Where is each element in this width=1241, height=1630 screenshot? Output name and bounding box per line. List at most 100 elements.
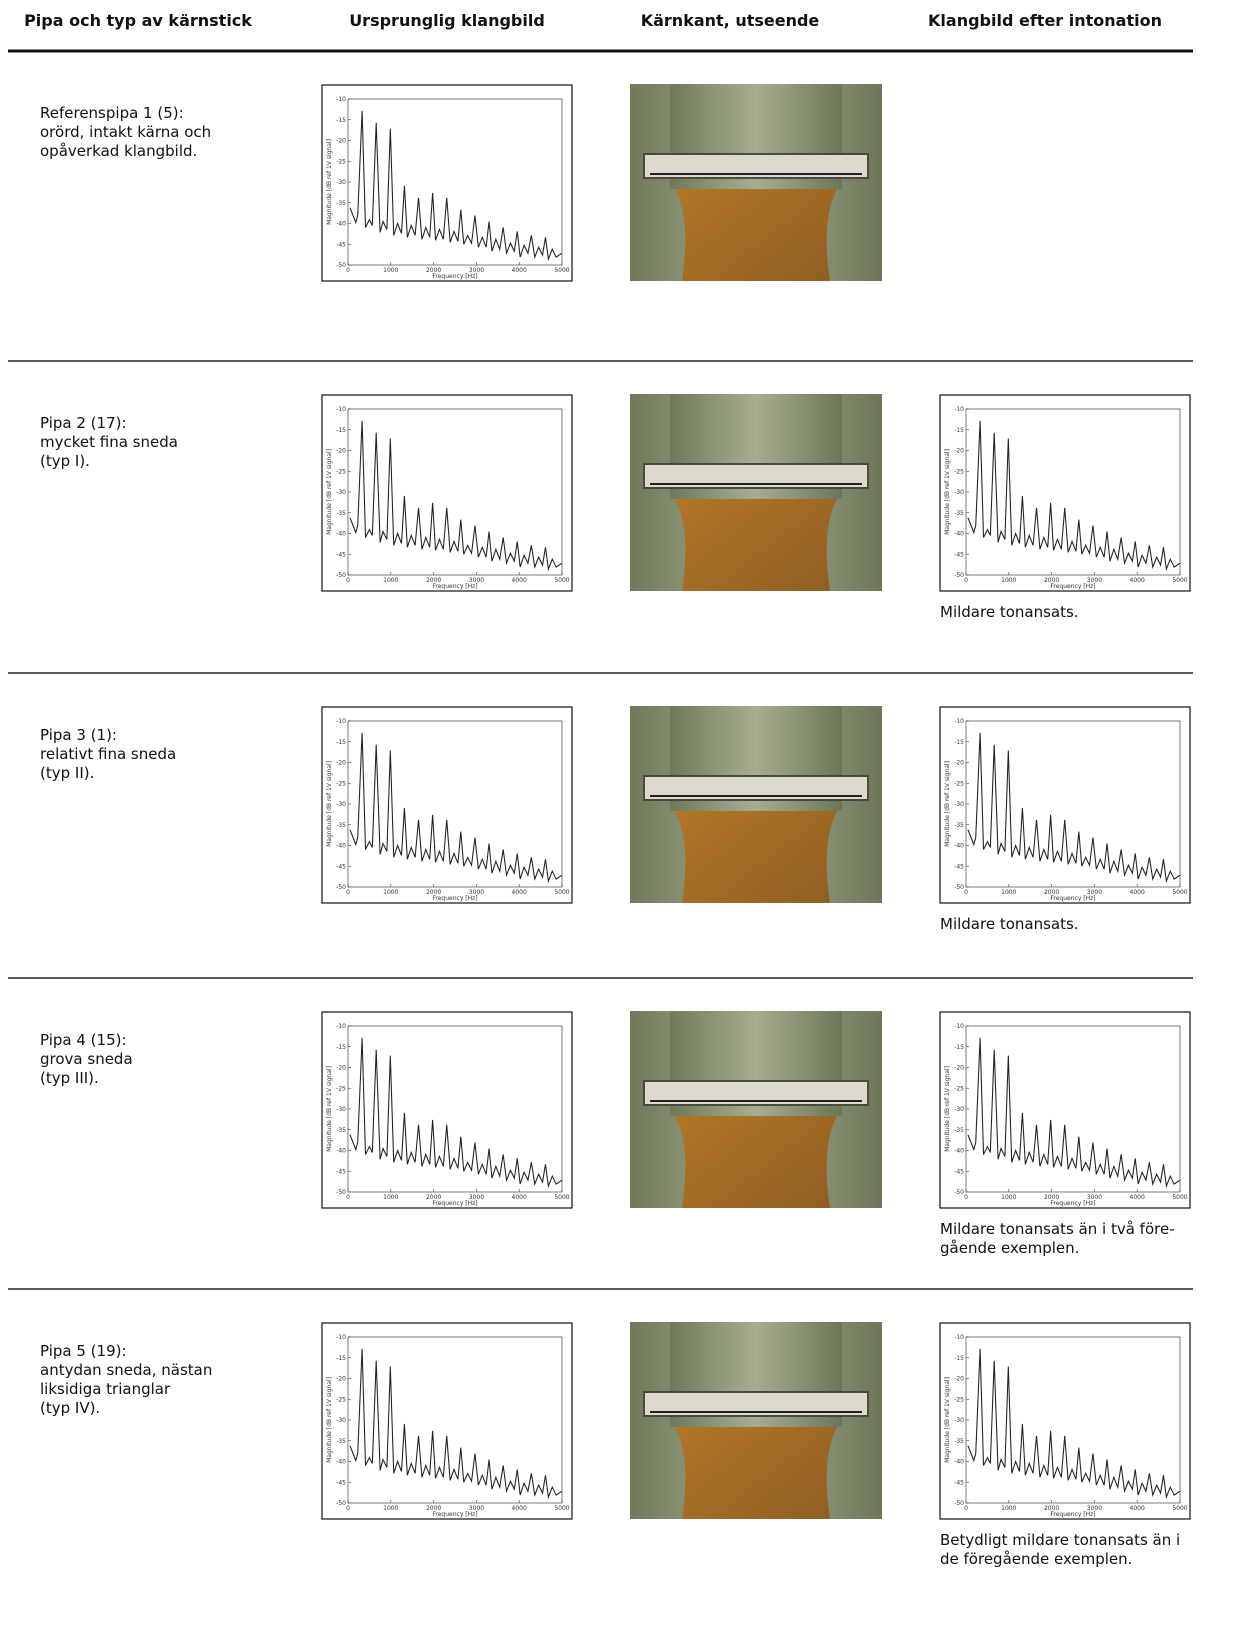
x-tick-label: 4000 bbox=[512, 267, 527, 274]
y-tick-label: -25 bbox=[336, 780, 346, 787]
note: Mildare tonansats. bbox=[940, 603, 1079, 621]
x-axis-label: Frequency [Hz] bbox=[432, 1511, 477, 1518]
row-label: opåverkad klangbild. bbox=[40, 142, 197, 160]
x-tick-label: 5000 bbox=[554, 267, 569, 274]
y-tick-label: -25 bbox=[336, 1085, 346, 1092]
y-tick-label: -10 bbox=[336, 718, 346, 725]
row-label: grova sneda bbox=[40, 1050, 133, 1068]
row-label: Pipa 3 (1): bbox=[40, 726, 117, 744]
x-tick-label: 5000 bbox=[554, 577, 569, 584]
x-tick-label: 0 bbox=[346, 577, 350, 584]
x-tick-label: 1000 bbox=[383, 889, 398, 896]
column-header: Ursprunglig klangbild bbox=[349, 11, 545, 30]
x-tick-label: 4000 bbox=[1130, 577, 1145, 584]
row-label: orörd, intakt kärna och bbox=[40, 123, 211, 141]
y-axis-label: Magnitude [dB ref 1V signal] bbox=[326, 449, 333, 535]
x-tick-label: 0 bbox=[346, 889, 350, 896]
column-header: Pipa och typ av kärnstick bbox=[24, 11, 252, 30]
row-label: (typ III). bbox=[40, 1069, 99, 1087]
x-tick-label: 0 bbox=[964, 1505, 968, 1512]
y-tick-label: -40 bbox=[954, 531, 964, 538]
note: de föregående exemplen. bbox=[940, 1550, 1132, 1568]
y-tick-label: -10 bbox=[954, 718, 964, 725]
x-axis-label: Frequency [Hz] bbox=[432, 1200, 477, 1207]
y-tick-label: -45 bbox=[954, 1168, 964, 1175]
y-tick-label: -30 bbox=[336, 489, 346, 496]
y-tick-label: -30 bbox=[336, 1417, 346, 1424]
row-label: relativt fina sneda bbox=[40, 745, 176, 763]
y-axis-label: Magnitude [dB ref 1V signal] bbox=[944, 1066, 951, 1152]
x-tick-label: 1000 bbox=[1001, 889, 1016, 896]
row-label: Pipa 5 (19): bbox=[40, 1342, 127, 1360]
spectrum-chart: -10-15-20-25-30-35-40-45-500100020003000… bbox=[322, 1323, 572, 1519]
x-axis-label: Frequency [Hz] bbox=[432, 895, 477, 902]
y-tick-label: -45 bbox=[336, 863, 346, 870]
y-tick-label: -40 bbox=[336, 1459, 346, 1466]
y-tick-label: -45 bbox=[954, 863, 964, 870]
y-tick-label: -40 bbox=[336, 221, 346, 228]
y-tick-label: -15 bbox=[954, 427, 964, 434]
x-tick-label: 1000 bbox=[383, 267, 398, 274]
y-tick-label: -35 bbox=[954, 510, 964, 517]
y-tick-label: -25 bbox=[336, 158, 346, 165]
y-tick-label: -30 bbox=[954, 1417, 964, 1424]
x-tick-label: 1000 bbox=[1001, 577, 1016, 584]
y-axis-label: Magnitude [dB ref 1V signal] bbox=[944, 761, 951, 847]
y-axis-label: Magnitude [dB ref 1V signal] bbox=[326, 1066, 333, 1152]
x-tick-label: 4000 bbox=[512, 1505, 527, 1512]
note: Mildare tonansats. bbox=[940, 915, 1079, 933]
x-tick-label: 0 bbox=[964, 577, 968, 584]
y-tick-label: -50 bbox=[954, 572, 964, 579]
row-label: liksidiga trianglar bbox=[40, 1380, 171, 1398]
row-label: mycket fina sneda bbox=[40, 433, 178, 451]
y-tick-label: -40 bbox=[336, 531, 346, 538]
x-tick-label: 5000 bbox=[1172, 1194, 1187, 1201]
y-tick-label: -25 bbox=[954, 780, 964, 787]
y-tick-label: -20 bbox=[336, 1065, 346, 1072]
row-label: Pipa 2 (17): bbox=[40, 414, 127, 432]
y-tick-label: -15 bbox=[954, 1044, 964, 1051]
x-tick-label: 5000 bbox=[1172, 577, 1187, 584]
y-tick-label: -50 bbox=[954, 884, 964, 891]
x-tick-label: 4000 bbox=[1130, 1505, 1145, 1512]
x-axis-label: Frequency [Hz] bbox=[1050, 895, 1095, 902]
nut-photo bbox=[630, 706, 882, 903]
y-tick-label: -15 bbox=[336, 739, 346, 746]
y-tick-label: -45 bbox=[954, 551, 964, 558]
column-header: Klangbild efter intonation bbox=[928, 11, 1162, 30]
row-label: Pipa 4 (15): bbox=[40, 1031, 127, 1049]
y-tick-label: -25 bbox=[336, 1396, 346, 1403]
row-label: antydan sneda, nästan bbox=[40, 1361, 212, 1379]
row-label: (typ II). bbox=[40, 764, 94, 782]
x-tick-label: 5000 bbox=[554, 889, 569, 896]
x-tick-label: 5000 bbox=[1172, 889, 1187, 896]
y-tick-label: -50 bbox=[336, 1189, 346, 1196]
y-axis-label: Magnitude [dB ref 1V signal] bbox=[326, 761, 333, 847]
y-tick-label: -40 bbox=[954, 1148, 964, 1155]
x-tick-label: 4000 bbox=[512, 889, 527, 896]
y-tick-label: -25 bbox=[954, 1396, 964, 1403]
row-label: (typ I). bbox=[40, 452, 90, 470]
y-tick-label: -35 bbox=[954, 1127, 964, 1134]
y-tick-label: -35 bbox=[336, 1127, 346, 1134]
y-tick-label: -45 bbox=[336, 241, 346, 248]
y-tick-label: -10 bbox=[954, 1334, 964, 1341]
spectrum-chart: -10-15-20-25-30-35-40-45-500100020003000… bbox=[940, 707, 1190, 903]
y-tick-label: -20 bbox=[336, 138, 346, 145]
spectrum-chart: -10-15-20-25-30-35-40-45-500100020003000… bbox=[322, 707, 572, 903]
x-tick-label: 5000 bbox=[1172, 1505, 1187, 1512]
y-tick-label: -25 bbox=[336, 468, 346, 475]
y-tick-label: -40 bbox=[954, 843, 964, 850]
y-tick-label: -35 bbox=[954, 1438, 964, 1445]
x-axis-label: Frequency [Hz] bbox=[432, 273, 477, 280]
x-tick-label: 1000 bbox=[383, 1194, 398, 1201]
y-tick-label: -10 bbox=[336, 406, 346, 413]
y-tick-label: -15 bbox=[336, 117, 346, 124]
y-tick-label: -30 bbox=[336, 179, 346, 186]
y-tick-label: -10 bbox=[336, 96, 346, 103]
y-tick-label: -45 bbox=[336, 1479, 346, 1486]
